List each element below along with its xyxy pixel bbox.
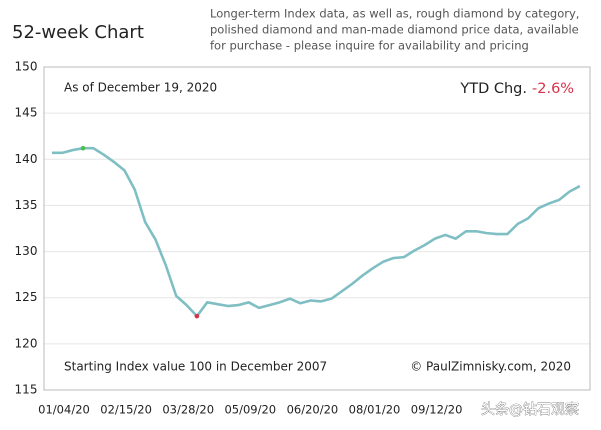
y-tick-label: 135: [15, 198, 38, 212]
highlight-point: [80, 145, 86, 151]
x-tick-label: 03/28/20: [162, 403, 214, 417]
y-tick-label: 150: [15, 60, 38, 74]
watermark: 头条@钻石观察: [481, 401, 579, 418]
x-tick-label: 06/20/20: [287, 403, 339, 417]
start-note: Starting Index value 100 in December 200…: [64, 360, 327, 374]
description-line: Longer-term Index data, as well as, roug…: [210, 7, 579, 21]
ytd-label: YTD Chg.: [459, 81, 527, 97]
x-tick-label: 02/15/20: [100, 403, 152, 417]
ytd-value: -2.6%: [532, 81, 574, 97]
description-line: for purchase - please inquire for availa…: [210, 39, 529, 53]
description-line: polished diamond and man-made diamond pr…: [210, 23, 579, 37]
y-tick-label: 130: [15, 244, 38, 258]
y-tick-label: 115: [15, 383, 38, 397]
data-line: [52, 146, 581, 318]
x-tick-label: 08/01/20: [349, 403, 401, 417]
y-tick-label: 120: [15, 336, 38, 350]
highlight-point: [194, 313, 200, 319]
y-tick-label: 145: [15, 106, 38, 120]
chart-title: 52-week Chart: [12, 22, 144, 43]
x-tick-label: 09/12/20: [411, 403, 463, 417]
x-tick-label: 01/04/20: [38, 403, 90, 417]
y-tick-label: 140: [15, 152, 38, 166]
plot-frame: [43, 66, 591, 391]
y-tick-label: 125: [15, 290, 38, 304]
as-of-note: As of December 19, 2020: [64, 81, 217, 95]
credit: © PaulZimnisky.com, 2020: [410, 360, 571, 374]
x-tick-label: 05/09/20: [224, 403, 276, 417]
